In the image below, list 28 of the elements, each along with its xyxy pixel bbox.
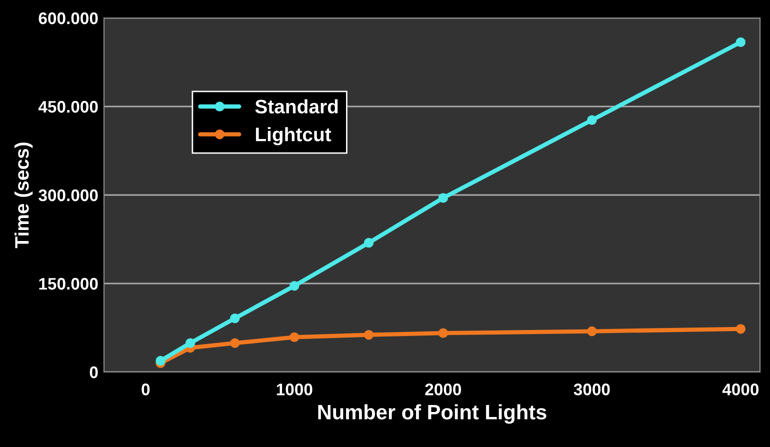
x-tick-label: 1000 (276, 384, 312, 396)
point (587, 115, 597, 125)
y-tick-label: 0 (90, 366, 98, 378)
point (290, 281, 300, 291)
point (364, 330, 374, 340)
y-axis-title: Time (secs) (14, 142, 33, 248)
point (364, 238, 374, 248)
y-tick-label: 600.000 (38, 12, 98, 24)
point (438, 328, 448, 338)
x-tick-label: 4000 (722, 384, 759, 396)
point (156, 356, 166, 366)
point (438, 193, 448, 203)
legend-label: Lightcut (256, 127, 332, 146)
y-tick-label: 450.000 (38, 100, 98, 113)
x-tick-label: 2000 (425, 384, 462, 396)
point (736, 324, 746, 334)
point (290, 332, 300, 342)
x-tick-label: 3000 (574, 384, 610, 396)
y-tick-label: 150.000 (39, 278, 98, 290)
legend-label: Standard (255, 99, 338, 114)
x-axis-title: Number of Point Lights (318, 404, 546, 424)
y-tick-label: 300.000 (38, 189, 98, 202)
point (587, 326, 597, 336)
point (736, 37, 746, 48)
point (230, 338, 240, 348)
point (230, 313, 240, 324)
point (185, 338, 196, 348)
x-tick-label: 0 (142, 384, 150, 396)
